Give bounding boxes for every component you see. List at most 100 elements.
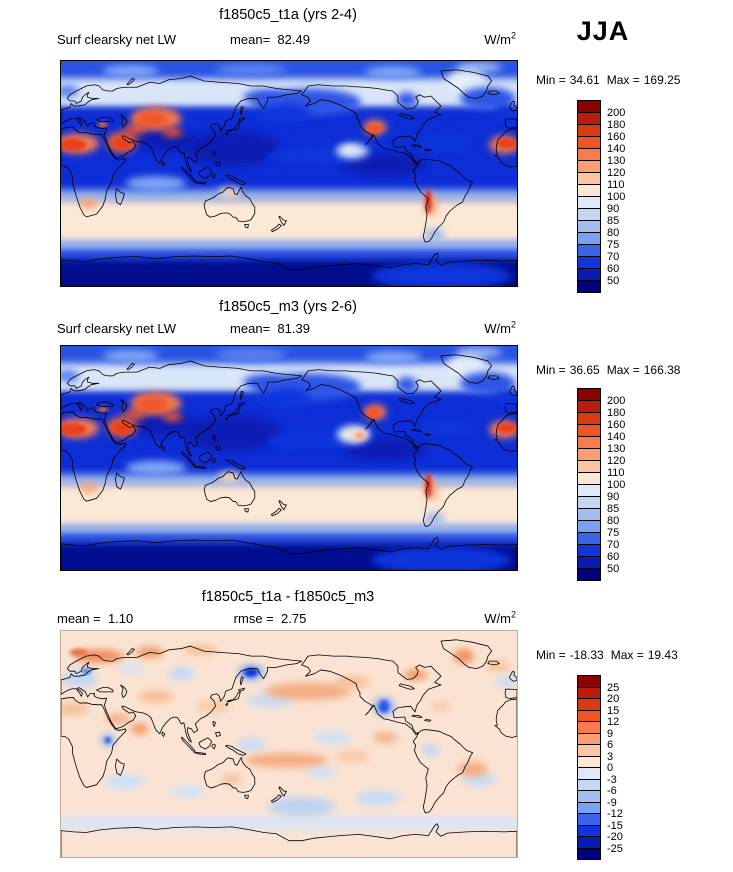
colorbar-tick-label: -25	[607, 842, 623, 855]
colorbar-box	[578, 837, 600, 849]
colorbar-box	[578, 710, 600, 722]
colorbar-tick-label: 75	[607, 527, 620, 539]
colorbar-tick-label: 80	[607, 227, 620, 239]
colorbar-box	[578, 209, 600, 221]
colorbar-box	[578, 569, 600, 580]
map-case2	[60, 345, 518, 571]
colorbar-box	[578, 756, 600, 768]
colorbar-box	[578, 509, 600, 521]
panel3-min-label: Min =	[536, 648, 566, 662]
colorbar-tick-label: 85	[607, 215, 620, 227]
colorbar-tick-label: 120	[607, 167, 626, 179]
colorbar-tick-label: 160	[607, 419, 626, 431]
panel1-variable-label: Surf clearsky net LW	[57, 32, 176, 47]
panel2-min-value: 36.65	[569, 363, 600, 377]
colorbar-tick-label: 180	[607, 119, 626, 131]
panel3-rmse-value: 2.75	[281, 611, 307, 626]
colorbar-tick-label: 6	[607, 739, 614, 751]
colorbar-box	[578, 197, 600, 209]
panel1-title: f1850c5_t1a (yrs 2-4)	[219, 7, 357, 23]
colorbar-box	[578, 425, 600, 437]
panel3-rmse: rmse = 2.75	[60, 611, 480, 626]
colorbar-box	[578, 473, 600, 485]
panel1-mean: mean= 82.49	[60, 32, 480, 47]
colorbar-tick-label: 20	[607, 693, 620, 705]
panel1-min-label: Min =	[536, 73, 566, 87]
panel3-max-label: Max =	[610, 648, 644, 662]
colorbar-difference: 25 20 15 12 9 6 3 0 -3 -6 -9 -12 -15 -20 -25	[577, 675, 657, 860]
colorbar-tick-label: 25	[607, 681, 620, 694]
colorbar-tick-label: 100	[607, 479, 626, 491]
colorbar-box	[578, 281, 600, 292]
colorbar-box	[578, 437, 600, 449]
panel2-units-label: W/m2	[484, 319, 516, 336]
panel3-mean: mean = 1.10	[57, 611, 133, 626]
colorbar-tick-label: 70	[607, 251, 620, 263]
panel3-mean-label: mean =	[57, 611, 101, 626]
colorbar-box	[578, 233, 600, 245]
colorbar-tick-label: 130	[607, 155, 626, 167]
panel1-max-label: Max =	[606, 73, 640, 87]
panel1-mean-label: mean=	[230, 32, 271, 47]
colorbar-tick-label: 80	[607, 515, 620, 527]
colorbar-box	[578, 745, 600, 757]
panel2-mean-label: mean=	[230, 321, 271, 336]
colorbar-tick-label: -6	[607, 785, 617, 797]
colorbar-tick-label: 9	[607, 727, 614, 740]
colorbar-tick-label: 75	[607, 239, 620, 251]
colorbar-tick-label: 130	[607, 443, 626, 455]
colorbar-box	[578, 791, 600, 803]
colorbar-tick-label: 100	[607, 191, 626, 203]
colorbar-box	[578, 149, 600, 161]
colorbar-tick-label: 50	[607, 275, 620, 287]
colorbar-box	[578, 461, 600, 473]
colorbar-tick-label: 70	[607, 539, 620, 551]
colorbar-box	[578, 413, 600, 425]
colorbar-box	[578, 545, 600, 557]
panel1-min-value: 34.61	[569, 73, 600, 87]
panel1-units-label: W/m2	[484, 30, 516, 47]
colorbar-tick-label: 12	[607, 716, 620, 728]
colorbar-box	[578, 533, 600, 545]
panel2-minmax: Min = 36.65 Max = 166.38	[536, 363, 680, 377]
colorbar-tick-label: 200	[607, 107, 626, 119]
colorbar-box	[578, 848, 600, 859]
colorbar-box	[578, 557, 600, 569]
colorbar-tick-label: 160	[607, 131, 626, 143]
colorbar-box	[578, 173, 600, 185]
colorbar-tick-label: 60	[607, 263, 620, 275]
colorbar-tick-label: 140	[607, 431, 626, 443]
colorbar-tick-label: -12	[607, 808, 623, 820]
colorbar-box	[578, 113, 600, 125]
colorbar-box	[578, 825, 600, 837]
panel2-min-label: Min =	[536, 363, 566, 377]
colorbar-box	[578, 101, 600, 113]
panel2-variable-label: Surf clearsky net LW	[57, 321, 176, 336]
colorbar-box	[578, 485, 600, 497]
colorbar-box	[578, 733, 600, 745]
colorbar-case2: 200 180 160 140 130 120 110 100 90 85 80 75 70 60 50	[577, 388, 657, 581]
colorbar-tick-label: -3	[607, 773, 617, 786]
colorbar-box	[578, 125, 600, 137]
colorbar-tick-label: 60	[607, 551, 620, 563]
colorbar-box	[578, 257, 600, 269]
panel3-max-value: 19.43	[647, 648, 678, 662]
colorbar-tick-label: 110	[607, 179, 625, 191]
panel1-minmax: Min = 34.61 Max = 169.25	[536, 73, 680, 87]
panel2-mean-value: 81.39	[277, 321, 310, 336]
colorbar-box	[578, 722, 600, 734]
colorbar-case1: 200 180 160 140 130 120 110 100 90 85 80 75 70 60 50	[577, 100, 657, 293]
colorbar-box	[578, 521, 600, 533]
colorbar-box	[578, 221, 600, 233]
panel3-min-value: -18.33	[569, 648, 604, 662]
colorbar-box	[578, 401, 600, 413]
panel3-title: f1850c5_t1a - f1850c5_m3	[201, 589, 375, 605]
colorbar-box	[578, 699, 600, 711]
panel2-max-value: 166.38	[643, 363, 681, 377]
colorbar-box	[578, 497, 600, 509]
colorbar-tick-label: 0	[607, 762, 614, 774]
colorbar-box	[578, 245, 600, 257]
colorbar-tick-label: 50	[607, 563, 620, 575]
colorbar-tick-label: 15	[607, 704, 620, 717]
